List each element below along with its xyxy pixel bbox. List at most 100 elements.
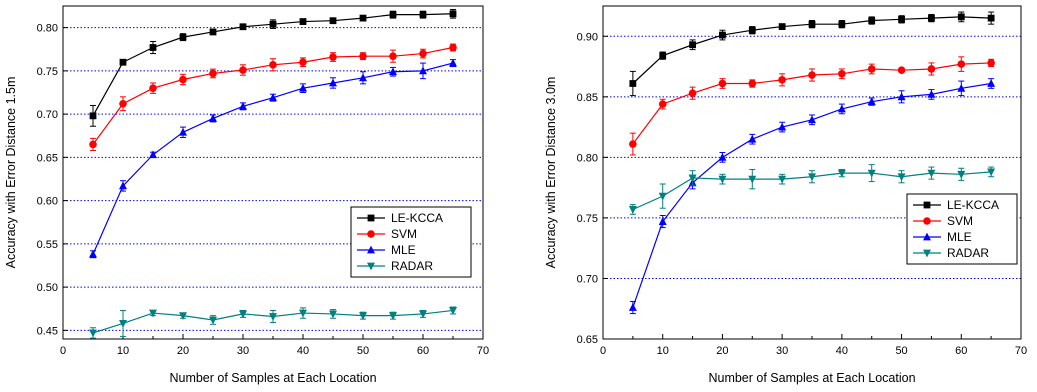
data-point [808,20,816,28]
x-tick-label: 10 [117,345,129,357]
x-tick-label: 10 [657,345,669,357]
data-point [688,89,697,97]
data-point [658,217,667,225]
data-point [748,79,757,88]
data-point [269,93,277,102]
data-point [957,170,966,179]
data-point [748,134,757,143]
x-tick-label: 20 [177,345,189,357]
data-point [149,150,157,159]
data-point [867,169,876,178]
data-point [119,58,127,66]
data-point [689,41,696,49]
data-point [179,312,187,321]
data-point [299,18,307,25]
series-svm [89,43,457,151]
y-axis-title: Accuracy with Error Distance 3.0m [544,77,558,269]
plot-frame [62,5,484,340]
x-axis-title: Number of Samples at Each Location [169,371,376,385]
legend-label: MLE [391,243,416,257]
data-point [957,83,966,92]
x-tick-label: 30 [237,345,249,357]
y-axis-title: Accuracy with Error Distance 1.5m [4,77,18,269]
legend-label: LE-KCCA [391,211,443,225]
data-point [629,80,637,87]
data-point [179,75,187,84]
x-tick-label: 30 [776,345,788,357]
data-point [867,97,876,106]
data-point [269,61,277,69]
data-point [239,310,247,319]
data-point [149,84,157,92]
data-point [89,112,97,120]
data-point [628,206,637,214]
data-point [629,140,637,148]
y-tick-label: 0.60 [37,196,58,208]
data-point [778,175,787,184]
data-point [778,122,787,131]
x-axis-title: Number of Samples at Each Location [708,371,915,385]
data-point [449,43,457,52]
data-point [957,13,965,21]
legend-marker [367,245,375,254]
y-tick-label: 0.55 [37,239,58,251]
legend-marker [367,230,375,238]
data-point [838,20,846,28]
data-point [957,60,966,68]
data-point [808,173,816,182]
series-radar [628,164,996,215]
data-point [419,11,427,19]
data-point [299,309,307,318]
data-point [299,58,307,67]
data-point [389,52,397,60]
data-point [927,89,936,98]
data-point [89,249,97,258]
data-point [987,168,996,177]
data-point [299,83,307,92]
x-tick-label: 40 [836,345,848,357]
data-point [209,316,217,325]
data-point [748,26,756,34]
data-point [987,14,995,22]
y-tick-label: 0.80 [37,23,58,35]
legend-label: LE-KCCA [947,198,999,212]
x-tick-label: 0 [600,345,606,357]
data-point [778,23,786,30]
legend: LE-KCCA SVM MLE RADAR [350,206,472,278]
x-tick-label: 70 [1015,345,1027,357]
data-point [808,71,816,79]
data-point [209,114,217,122]
data-point [897,173,906,182]
data-point [359,312,367,321]
data-point [838,70,846,78]
y-tick-label: 0.70 [577,273,598,285]
x-tick-label: 60 [417,345,429,357]
data-point [239,101,247,110]
data-point [179,127,187,136]
series-mle [89,58,457,259]
y-tick-label: 0.90 [577,31,598,43]
chart-panel-1: 0 10 20 30 40 50 60 70 0.45 0.50 0.55 0.60 0.65 0.70 0… [4,5,489,385]
data-point [149,309,157,318]
data-point [987,79,996,87]
legend-marker [923,217,931,225]
legend-label: RADAR [391,259,433,273]
data-point [359,73,367,82]
data-point [837,169,846,178]
data-point [659,52,667,60]
data-point [419,49,427,58]
data-point [868,17,876,24]
data-point [748,175,757,184]
data-point [658,192,667,201]
data-point [449,58,457,67]
data-point [688,174,697,183]
data-point [987,59,995,67]
legend-marker [923,201,931,209]
data-point [209,69,217,78]
data-point [897,92,906,101]
data-point [808,115,816,124]
data-point [209,28,217,36]
data-point [719,31,726,39]
data-point [718,175,727,184]
